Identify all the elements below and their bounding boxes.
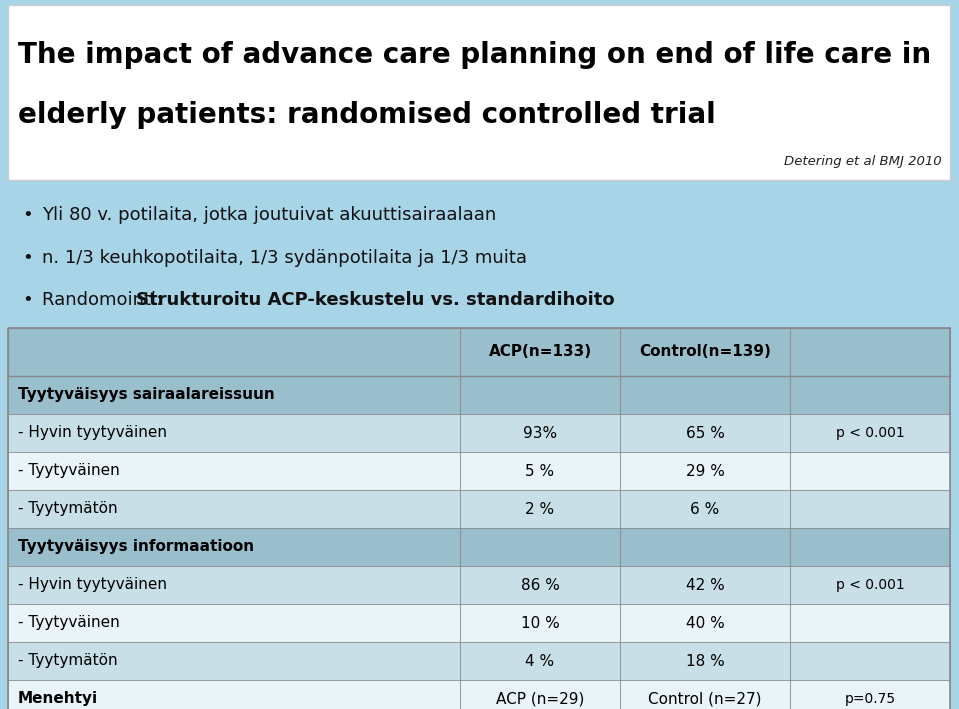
Bar xyxy=(8,376,950,414)
Text: Strukturoitu ACP-keskustelu vs. standardihoito: Strukturoitu ACP-keskustelu vs. standard… xyxy=(135,291,614,309)
Bar xyxy=(8,452,950,490)
Bar xyxy=(8,604,950,642)
Bar xyxy=(8,490,950,528)
Text: p=0.75: p=0.75 xyxy=(845,692,896,706)
Text: The impact of advance care planning on end of life care in: The impact of advance care planning on e… xyxy=(18,41,931,69)
Text: Control (n=27): Control (n=27) xyxy=(648,691,761,706)
Bar xyxy=(8,5,950,180)
Text: Menehtyi: Menehtyi xyxy=(18,691,98,706)
Bar xyxy=(8,328,950,376)
Text: Control(n=139): Control(n=139) xyxy=(639,345,771,359)
Bar xyxy=(8,414,950,452)
Bar xyxy=(8,680,950,709)
Text: 2 %: 2 % xyxy=(526,501,554,516)
Text: 18 %: 18 % xyxy=(686,654,724,669)
Text: - Hyvin tyytyväinen: - Hyvin tyytyväinen xyxy=(18,578,167,593)
Text: ACP(n=133): ACP(n=133) xyxy=(488,345,592,359)
Text: 93%: 93% xyxy=(523,425,557,440)
Text: •: • xyxy=(23,206,34,224)
Text: Yli 80 v. potilaita, jotka joutuivat akuuttisairaalaan: Yli 80 v. potilaita, jotka joutuivat aku… xyxy=(42,206,496,224)
Text: p < 0.001: p < 0.001 xyxy=(835,426,904,440)
Text: •: • xyxy=(23,291,34,309)
Text: 42 %: 42 % xyxy=(686,578,724,593)
Bar xyxy=(8,328,950,709)
Text: elderly patients: randomised controlled trial: elderly patients: randomised controlled … xyxy=(18,101,715,129)
Text: - Tyytyväinen: - Tyytyväinen xyxy=(18,464,120,479)
Bar xyxy=(8,528,950,566)
Text: - Tyytymätön: - Tyytymätön xyxy=(18,654,118,669)
Text: 10 %: 10 % xyxy=(521,615,559,630)
Text: Detering et al BMJ 2010: Detering et al BMJ 2010 xyxy=(784,155,942,168)
Text: •: • xyxy=(23,249,34,267)
Text: 4 %: 4 % xyxy=(526,654,554,669)
Text: - Tyytyväinen: - Tyytyväinen xyxy=(18,615,120,630)
Text: 40 %: 40 % xyxy=(686,615,724,630)
Text: 6 %: 6 % xyxy=(690,501,719,516)
Text: Tyytyväisyys informaatioon: Tyytyväisyys informaatioon xyxy=(18,540,254,554)
Text: - Hyvin tyytyväinen: - Hyvin tyytyväinen xyxy=(18,425,167,440)
Text: Tyytyväisyys sairaalareissuun: Tyytyväisyys sairaalareissuun xyxy=(18,388,274,403)
Text: 5 %: 5 % xyxy=(526,464,554,479)
Text: 65 %: 65 % xyxy=(686,425,724,440)
Text: - Tyytymätön: - Tyytymätön xyxy=(18,501,118,516)
Text: p < 0.001: p < 0.001 xyxy=(835,578,904,592)
Text: 86 %: 86 % xyxy=(521,578,559,593)
Text: ACP (n=29): ACP (n=29) xyxy=(496,691,584,706)
Text: Randomointi:: Randomointi: xyxy=(42,291,168,309)
Bar xyxy=(8,566,950,604)
Text: 29 %: 29 % xyxy=(686,464,724,479)
Text: n. 1/3 keuhkopotilaita, 1/3 sydänpotilaita ja 1/3 muita: n. 1/3 keuhkopotilaita, 1/3 sydänpotilai… xyxy=(42,249,527,267)
Bar xyxy=(8,642,950,680)
